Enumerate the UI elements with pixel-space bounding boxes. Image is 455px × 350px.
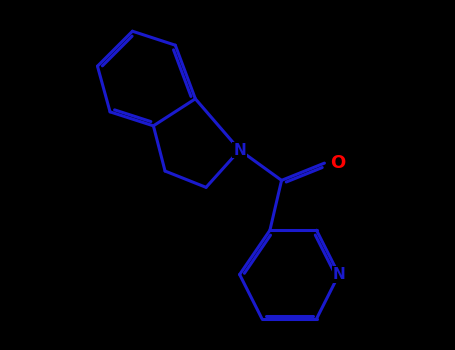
Text: N: N	[333, 267, 345, 282]
Text: O: O	[330, 154, 345, 172]
Text: N: N	[233, 142, 246, 158]
